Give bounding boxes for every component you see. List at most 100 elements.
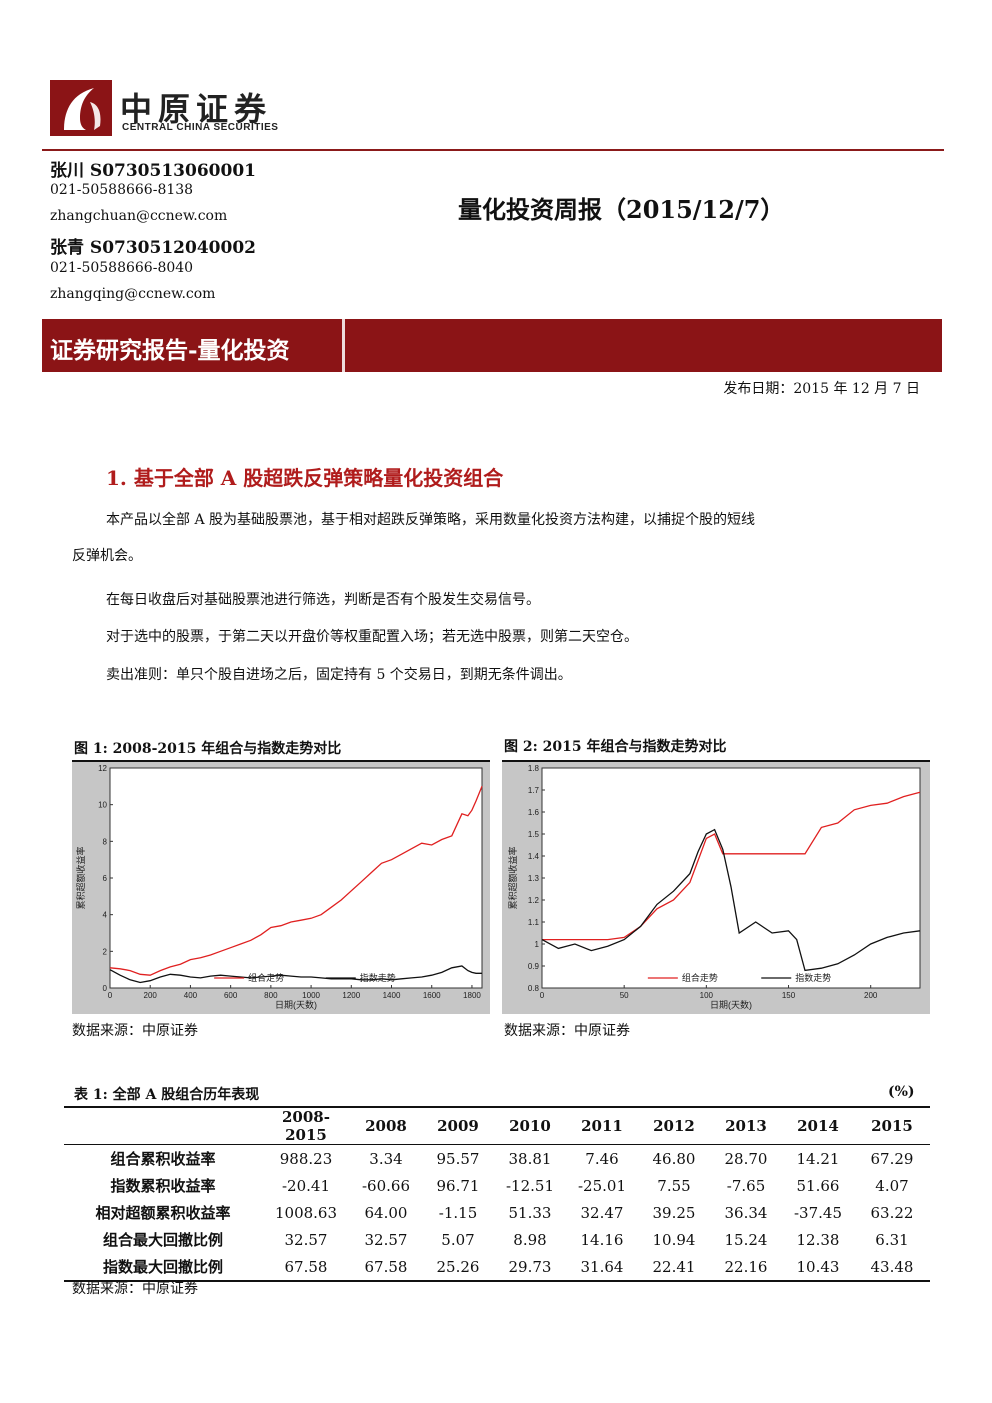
- table-cell: 64.00: [364, 1203, 408, 1222]
- row-label: 指数累积收益率: [110, 1177, 216, 1195]
- table-cell: 51.66: [796, 1176, 840, 1195]
- table-cell: 96.71: [436, 1176, 480, 1195]
- table-cell: 7.46: [585, 1149, 619, 1168]
- x-tick-label: 150: [782, 991, 796, 1000]
- x-tick-label: 800: [264, 991, 278, 1000]
- figure-1-rule: [72, 760, 490, 762]
- legend-label-portfolio: 组合走势: [682, 972, 718, 983]
- table-row: 组合最大回撤比例 32.57 32.57 5.07 8.98 14.16 10.…: [64, 1226, 930, 1253]
- table-cell: 22.16: [724, 1257, 768, 1276]
- y-tick-label: 1.5: [528, 830, 540, 839]
- row-label: 指数最大回撤比例: [102, 1258, 223, 1276]
- table-cell: -1.15: [438, 1203, 478, 1222]
- author-2-name: 张青: [50, 238, 84, 258]
- table-cell: 15.24: [724, 1230, 768, 1249]
- author-2-line: 张青 S0730512040002: [50, 233, 256, 258]
- y-tick-label: 0: [103, 984, 108, 993]
- paragraph-1-line-1: 本产品以全部 A 股为基础股票池，基于相对超跌反弹策略，采用数量化投资方法构建，…: [106, 512, 756, 528]
- x-axis-label: 日期(天数): [275, 999, 317, 1010]
- x-tick-label: 0: [108, 991, 113, 1000]
- table-1-title: 表 1: 全部 A 股组合历年表现: [74, 1087, 260, 1103]
- table-cell: 32.47: [580, 1203, 624, 1222]
- legend-label-index: 指数走势: [360, 972, 396, 983]
- plot-area: [541, 767, 921, 989]
- table-cell: 67.58: [284, 1257, 328, 1276]
- x-tick-label: 400: [184, 991, 198, 1000]
- table-cell: 29.73: [508, 1257, 552, 1276]
- x-tick-label: 1000: [302, 991, 320, 1000]
- table-row: 相对超额累积收益率 1008.63 64.00 -1.15 51.33 32.4…: [64, 1199, 930, 1226]
- figure-2-chart: 0.8 0.9 1 1.1 1.2 1.3 1.4 1.5 1.6 1.7 1.8 0 50 100 150…: [502, 762, 930, 1014]
- row-label: 相对超额累积收益率: [95, 1204, 231, 1222]
- table-cell: -60.66: [361, 1176, 410, 1195]
- report-title: 量化投资周报（2015/12/7）: [458, 195, 785, 224]
- author-1-line: 张川 S0730513060001: [50, 156, 256, 181]
- figure-1-title: 图 1: 2008-2015 年组合与指数走势对比: [74, 741, 342, 757]
- table-header-row: 2008-2015 2008 2009 2010 2011 2012 2013 …: [64, 1107, 930, 1145]
- paragraph-3: 对于选中的股票，于第二天以开盘价等权重配置入场；若无选中股票，则第二天空仓。: [106, 629, 638, 645]
- table-cell: 51.33: [508, 1203, 552, 1222]
- table-header-cell: 2008-2015: [282, 1108, 330, 1144]
- x-tick-label: 50: [620, 991, 629, 1000]
- series-line-index: [109, 965, 482, 984]
- table-cell: 4.07: [875, 1176, 909, 1195]
- legend-label-index: 指数走势: [795, 972, 831, 983]
- x-tick-label: 100: [700, 991, 714, 1000]
- table-header-cell: 2012: [653, 1117, 695, 1135]
- row-label: 组合最大回撤比例: [102, 1231, 223, 1249]
- table-cell: 32.57: [284, 1230, 328, 1249]
- author-1-email: zhangchuan@ccnew.com: [50, 208, 228, 224]
- y-tick-label: 1.7: [528, 786, 540, 795]
- x-tick-label: 1800: [463, 991, 481, 1000]
- paragraph-4: 卖出准则：单只个股自进场之后，固定持有 5 个交易日，到期无条件调出。: [106, 667, 572, 683]
- table-cell: 10.94: [652, 1230, 696, 1249]
- author-2-license: S0730512040002: [89, 238, 256, 258]
- table-header-cell: 2013: [725, 1117, 767, 1135]
- table-cell: 39.25: [652, 1203, 696, 1222]
- row-label: 组合累积收益率: [110, 1150, 216, 1168]
- table-cell: 46.80: [652, 1149, 696, 1168]
- x-tick-label: 1400: [383, 991, 401, 1000]
- table-row: 指数最大回撤比例 67.58 67.58 25.26 29.73 31.64 2…: [64, 1253, 930, 1281]
- table-cell: 10.43: [796, 1257, 840, 1276]
- figure-1-chart: 0 2 4 6 8 10 12 0 200 400 600 800 1000 1200 1400 1600 18…: [72, 762, 490, 1014]
- performance-table: 2008-2015 2008 2009 2010 2011 2012 2013 …: [64, 1106, 930, 1282]
- x-tick-label: 200: [144, 991, 158, 1000]
- table-cell: 12.38: [796, 1230, 840, 1249]
- category-banner: 证券研究报告-量化投资: [42, 319, 942, 372]
- y-tick-label: 1.6: [528, 808, 540, 817]
- logo-text-cn: 中原证券: [120, 90, 273, 128]
- banner-title: 证券研究报告-量化投资: [50, 337, 290, 364]
- y-tick-label: 4: [103, 911, 108, 920]
- table-row: 指数累积收益率 -20.41 -60.66 96.71 -12.51 -25.0…: [64, 1172, 930, 1199]
- y-tick-label: 1.2: [528, 896, 540, 905]
- table-cell: 36.34: [724, 1203, 768, 1222]
- table-cell: 32.57: [364, 1230, 408, 1249]
- table-cell: 63.22: [870, 1203, 914, 1222]
- table-cell: -7.65: [726, 1176, 766, 1195]
- table-cell: 14.16: [580, 1230, 624, 1249]
- figure-2-title: 图 2: 2015 年组合与指数走势对比: [504, 739, 727, 755]
- x-tick-label: 200: [864, 991, 878, 1000]
- table-1-unit: (%): [888, 1084, 915, 1100]
- table-cell: 67.58: [364, 1257, 408, 1276]
- series-line-portfolio: [109, 786, 483, 976]
- table-cell: 22.41: [652, 1257, 696, 1276]
- y-tick-label: 1.8: [528, 764, 540, 773]
- table-cell: 95.57: [436, 1149, 480, 1168]
- publish-date: 发布日期：2015 年 12 月 7 日: [723, 381, 920, 397]
- x-tick-label: 1200: [342, 991, 360, 1000]
- author-2-email: zhangqing@ccnew.com: [50, 286, 216, 302]
- table-cell: -12.51: [505, 1176, 554, 1195]
- y-tick-label: 2: [103, 947, 108, 956]
- table-header-cell: 2015: [871, 1117, 913, 1135]
- logo-text-en: CENTRAL CHINA SECURITIES: [122, 122, 279, 133]
- table-cell: 38.81: [508, 1149, 552, 1168]
- y-tick-label: 10: [98, 801, 107, 810]
- series-line-portfolio: [542, 791, 921, 941]
- table-cell: 8.98: [513, 1230, 547, 1249]
- table-cell: 5.07: [441, 1230, 475, 1249]
- table-header-cell: [64, 1107, 262, 1145]
- table-cell: -25.01: [577, 1176, 626, 1195]
- table-cell: 3.34: [369, 1149, 403, 1168]
